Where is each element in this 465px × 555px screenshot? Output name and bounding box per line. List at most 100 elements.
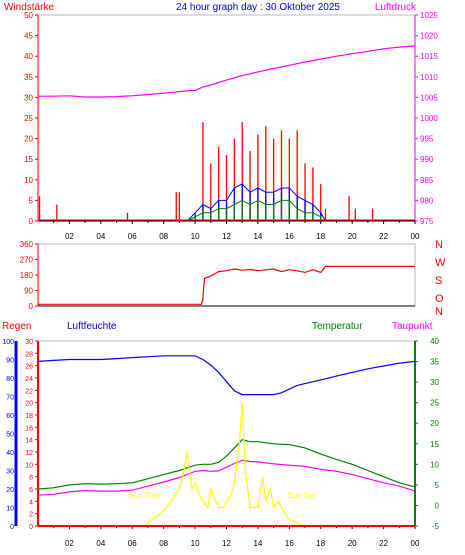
- chart-layer: 5045403530252015105010251020101510101005…: [2, 11, 446, 548]
- solar-line: [144, 402, 303, 527]
- x-tick-label: 04: [96, 539, 105, 548]
- rain-tick-label: 14: [25, 438, 33, 445]
- humidity-tick-label: 90: [6, 358, 14, 365]
- windstaerke-tick-label: 10: [24, 176, 33, 185]
- panel2-frame: [37, 243, 416, 307]
- luftdruck-tick-label: 990: [420, 155, 434, 164]
- direction-tick-label: 90: [24, 287, 33, 296]
- rain-tick-label: 26: [25, 364, 33, 371]
- windstaerke-tick-label: 35: [24, 73, 33, 82]
- humidity-tick-label: 60: [6, 413, 14, 420]
- x-tick-label: 12: [222, 232, 231, 241]
- rain-tick-label: 8: [29, 475, 33, 482]
- x-tick-label: 06: [128, 232, 137, 241]
- temperatur-label: Temperatur: [312, 321, 363, 332]
- humidity-tick-label: 70: [6, 395, 14, 402]
- luftdruck-axis-label: Luftdruck: [375, 2, 417, 13]
- windstaerke-tick-label: 20: [24, 135, 33, 144]
- x-tick-label: 06: [128, 539, 137, 548]
- rain-tick-label: 2: [29, 512, 33, 519]
- temperature-tick-label: 15: [430, 440, 439, 449]
- compass-label: O: [435, 293, 444, 305]
- x-tick-label: 22: [379, 539, 388, 548]
- rain-tick-label: 30: [25, 339, 33, 346]
- temperature-tick-label: 20: [430, 419, 439, 428]
- wind-line: [186, 199, 322, 222]
- luftfeuchte-label: Luftfeuchte: [67, 321, 117, 332]
- luftdruck-tick-label: 995: [420, 135, 434, 144]
- x-tick-label: 16: [285, 539, 294, 548]
- compass-label: N: [435, 306, 443, 318]
- humidity-tick-label: 80: [6, 376, 14, 383]
- luftdruck-tick-label: 975: [420, 217, 434, 226]
- dewpoint-line: [37, 459, 416, 496]
- taupunkt-label: Taupunkt: [392, 321, 433, 332]
- rain-tick-label: 16: [25, 425, 33, 432]
- temperature-line: [37, 439, 416, 490]
- windstaerke-axis-label: Windstärke: [4, 2, 54, 13]
- humidity-tick-label: 40: [6, 450, 14, 457]
- wind-avg-line: [186, 183, 326, 222]
- x-tick-label: 00: [411, 232, 420, 241]
- rain-tick-label: 22: [25, 388, 33, 395]
- rain-tick-label: 6: [29, 487, 33, 494]
- luftdruck-tick-label: 1020: [420, 32, 438, 41]
- compass-label: W: [435, 257, 446, 269]
- rain-tick-label: 20: [25, 401, 33, 408]
- temperature-tick-label: 0: [435, 501, 440, 510]
- luftdruck-tick-label: 1010: [420, 73, 438, 82]
- rain-tick-label: 18: [25, 413, 33, 420]
- windstaerke-tick-label: 45: [24, 32, 33, 41]
- x-tick-label: 18: [316, 539, 325, 548]
- direction-tick-label: 270: [20, 256, 34, 265]
- rain-tick-label: 24: [25, 376, 33, 383]
- x-tick-label: 04: [96, 232, 105, 241]
- luftdruck-tick-label: 980: [420, 196, 434, 205]
- sunset-label: Sun Set: [288, 491, 317, 500]
- humidity-tick-label: 100: [2, 339, 14, 346]
- temperature-tick-label: 10: [430, 460, 439, 469]
- x-tick-label: 02: [65, 232, 74, 241]
- compass-label: S: [435, 275, 442, 287]
- x-tick-label: 20: [348, 232, 357, 241]
- luftdruck-tick-label: 1025: [420, 11, 438, 20]
- x-tick-label: 22: [379, 232, 388, 241]
- panel3-frame: [37, 340, 416, 527]
- windstaerke-tick-label: 25: [24, 114, 33, 123]
- compass-label: N: [435, 239, 443, 251]
- x-tick-label: 10: [191, 539, 200, 548]
- x-tick-label: 02: [65, 539, 74, 548]
- x-tick-label: 14: [253, 232, 262, 241]
- humidity-tick-label: 0: [10, 524, 14, 531]
- windstaerke-tick-label: 15: [24, 155, 33, 164]
- direction-tick-label: 360: [20, 240, 34, 249]
- humidity-tick-label: 50: [6, 432, 14, 439]
- temperature-tick-label: 40: [430, 337, 439, 346]
- windstaerke-tick-label: 0: [29, 217, 34, 226]
- humidity-tick-label: 20: [6, 487, 14, 494]
- luftdruck-line: [38, 45, 416, 98]
- direction-tick-label: 0: [29, 302, 34, 311]
- temperature-tick-label: 30: [430, 378, 439, 387]
- x-tick-label: 20: [348, 539, 357, 548]
- windstaerke-tick-label: 30: [24, 93, 33, 102]
- windstaerke-tick-label: 5: [29, 196, 34, 205]
- temperature-tick-label: 35: [430, 358, 439, 367]
- x-tick-label: 16: [285, 232, 294, 241]
- temperature-tick-label: -5: [432, 522, 440, 531]
- windstaerke-tick-label: 40: [24, 52, 33, 61]
- temperature-tick-label: 5: [435, 481, 440, 490]
- regen-label: Regen: [2, 321, 31, 332]
- luftdruck-tick-label: 1000: [420, 114, 438, 123]
- rain-tick-label: 4: [29, 499, 33, 506]
- luftdruck-tick-label: 1005: [420, 93, 438, 102]
- sunrise-label: Sun Rise: [129, 491, 162, 500]
- x-tick-label: 08: [159, 539, 168, 548]
- temperature-tick-label: 25: [430, 399, 439, 408]
- humidity-tick-label: 30: [6, 469, 14, 476]
- rain-tick-label: 28: [25, 351, 33, 358]
- x-tick-label: 10: [191, 232, 200, 241]
- windstaerke-tick-label: 50: [24, 11, 33, 20]
